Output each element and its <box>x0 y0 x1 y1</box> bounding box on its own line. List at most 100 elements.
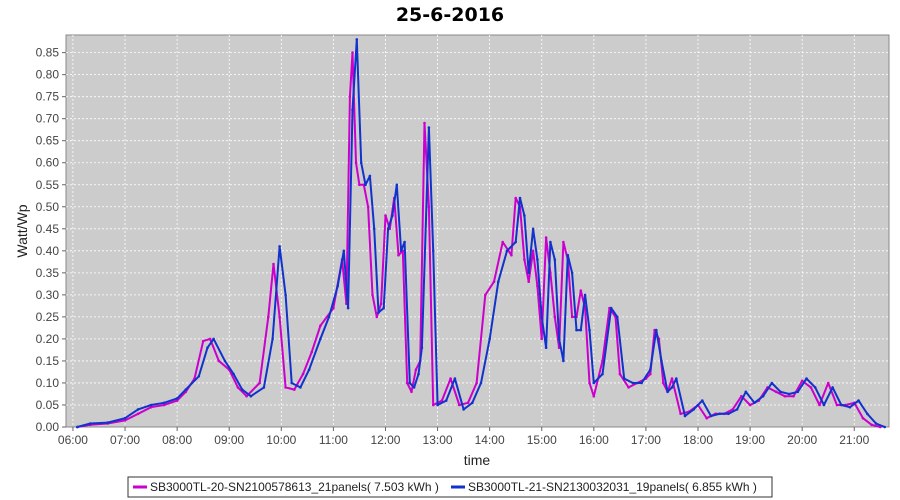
series-1-point <box>588 381 591 385</box>
series-1-point <box>267 315 270 319</box>
series-1-point <box>379 302 383 306</box>
x-tick-label: 16:00 <box>579 433 609 447</box>
series-2-point <box>753 401 756 405</box>
series-1-point <box>319 324 322 328</box>
y-tick-label: 0.40 <box>36 244 60 258</box>
series-1-point <box>440 399 444 402</box>
series-1-point <box>662 381 665 385</box>
series-2-point <box>553 258 557 261</box>
series-1-point <box>783 394 787 398</box>
series-2-point <box>718 412 721 416</box>
series-2-point <box>536 258 539 261</box>
x-tick-label: 13:00 <box>423 433 453 447</box>
series-2-point <box>284 293 287 297</box>
series-1-point <box>272 262 275 266</box>
series-1-point <box>649 372 652 376</box>
series-2-point <box>123 416 127 420</box>
series-1-point <box>536 284 539 288</box>
series-1-point <box>670 377 674 380</box>
series-1-point <box>740 394 743 398</box>
series-2-point <box>412 386 416 389</box>
series-2-point <box>462 408 465 411</box>
series-1-point <box>705 416 708 420</box>
series-1-point <box>397 253 400 257</box>
y-tick-label: 0.10 <box>36 376 60 390</box>
series-2-point <box>212 337 215 341</box>
series-1-point <box>301 372 305 376</box>
series-1-point <box>475 381 478 385</box>
series-2-point <box>874 422 878 425</box>
series-1-point <box>627 386 630 389</box>
series-1-point <box>466 401 470 405</box>
series-2-point <box>744 390 748 394</box>
series-1-point <box>123 419 127 422</box>
series-1-point <box>618 372 622 376</box>
series-2-point <box>523 214 526 217</box>
series-1-point <box>375 315 379 319</box>
series-2-point <box>497 280 500 284</box>
x-tick-label: 15:00 <box>527 433 557 447</box>
y-tick-label: 0.35 <box>36 266 60 280</box>
legend-box <box>127 476 773 498</box>
series-2-point <box>592 381 596 385</box>
series-2-point <box>399 249 403 253</box>
series-2-point <box>735 408 739 411</box>
series-1-point <box>405 381 409 385</box>
x-tick-label: 19:00 <box>735 433 765 447</box>
series-2-point <box>420 346 424 350</box>
x-tick-label: 11:00 <box>319 433 348 447</box>
series-2-point <box>184 388 188 391</box>
series-2-point <box>149 403 153 407</box>
series-2-point <box>670 386 674 389</box>
series-2-point <box>570 271 574 275</box>
series-2-point <box>336 284 340 288</box>
x-tick-label: 12:00 <box>370 433 400 447</box>
legend-label-1: SB3000TL-20-SN2100578613_21panels( 7.503… <box>150 480 439 494</box>
series-1-point <box>245 394 248 398</box>
series-2-point <box>616 315 619 319</box>
series-2-point <box>675 377 678 380</box>
series-1-point <box>348 95 352 98</box>
series-2-point <box>805 377 808 380</box>
series-2-point <box>622 377 626 380</box>
y-tick-label: 0.30 <box>36 288 60 302</box>
series-2-point <box>540 315 543 319</box>
series-2-point <box>364 183 367 187</box>
series-1-point <box>826 381 830 385</box>
series-2-point <box>162 401 166 405</box>
y-tick-label: 0.60 <box>36 156 60 170</box>
series-2-point <box>527 271 530 275</box>
series-1-point <box>414 368 418 372</box>
series-1-point <box>258 381 261 385</box>
series-2-point <box>883 425 886 429</box>
series-1-point <box>531 249 535 253</box>
series-2-point <box>136 408 140 411</box>
series-2-point <box>692 408 695 411</box>
series-1-point <box>501 240 505 244</box>
series-2-point <box>206 346 209 350</box>
series-1-point <box>366 205 370 209</box>
series-1-point <box>809 386 813 389</box>
series-2-point <box>505 249 509 253</box>
series-2-point <box>727 412 730 416</box>
series-1-point <box>540 337 543 341</box>
series-2-point <box>562 359 565 363</box>
series-1-point <box>818 403 821 407</box>
series-2-point <box>359 161 363 164</box>
series-1-point <box>236 386 240 389</box>
series-1-point <box>870 423 873 427</box>
series-2-point <box>408 381 412 385</box>
series-1-point <box>544 236 548 239</box>
series-2-point <box>583 293 587 297</box>
y-tick-label: 0.15 <box>36 354 60 368</box>
x-tick-label: 09:00 <box>214 433 244 447</box>
series-1-point <box>449 377 452 380</box>
series-1-point <box>351 51 354 54</box>
series-2-point <box>232 372 235 376</box>
y-tick-label: 0.05 <box>36 398 60 412</box>
series-1-point <box>800 379 804 383</box>
series-2-point <box>787 392 791 396</box>
series-2-point <box>779 390 782 394</box>
x-tick-label: 17:00 <box>631 433 661 447</box>
